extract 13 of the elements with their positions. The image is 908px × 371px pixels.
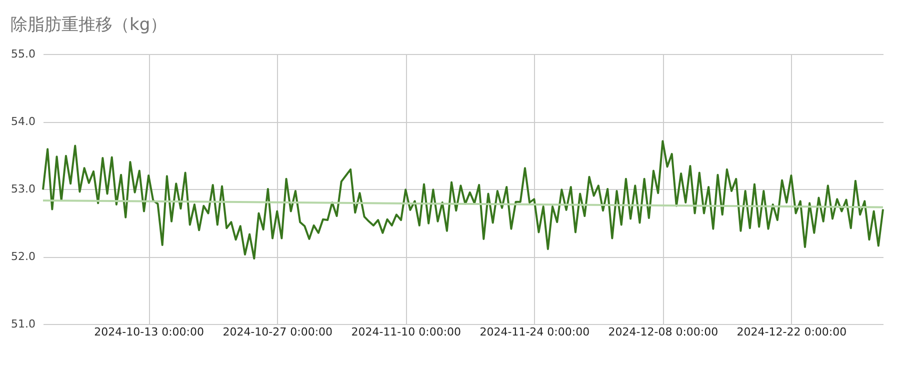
x-tick-label: 2024-10-13 0:00:00 [94,326,204,338]
x-tick-label: 2024-10-27 0:00:00 [222,326,333,338]
y-tick-label: 55.0 [11,48,36,60]
line-series [42,140,884,260]
x-tick-label: 2024-11-24 0:00:00 [480,326,590,338]
x-tick-label: 2024-12-22 0:00:00 [736,326,847,338]
y-tick-label: 54.0 [11,115,36,128]
chart-title: 除脂肪重推移（kg） [10,15,168,35]
y-tick-label: 53.0 [11,182,36,196]
x-tick-label: 2024-11-10 0:00:00 [351,326,462,338]
y-tick-label: 51.0 [11,318,36,330]
y-tick-label: 52.0 [11,250,36,263]
x-tick-label: 2024-12-08 0:00:00 [608,326,718,338]
